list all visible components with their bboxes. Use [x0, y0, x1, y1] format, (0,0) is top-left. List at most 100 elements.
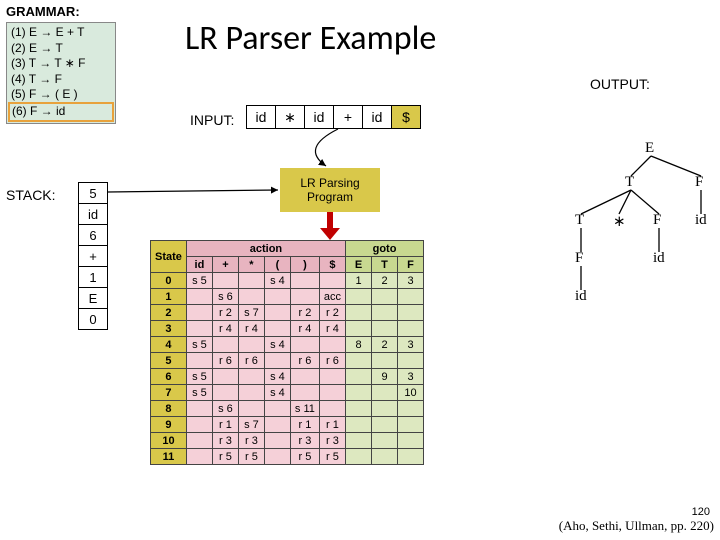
td-goto [372, 289, 398, 305]
td-goto [346, 353, 372, 369]
td-action: s 5 [186, 273, 212, 289]
td-state: 11 [151, 449, 187, 465]
td-goto [372, 401, 398, 417]
td-action [186, 353, 212, 369]
tree-node: id [575, 288, 587, 305]
td-action: r 5 [290, 449, 319, 465]
stack-cell: id [78, 203, 108, 225]
td-goto: 1 [346, 273, 372, 289]
input-label: INPUT: [190, 112, 234, 128]
th-col: F [398, 257, 424, 273]
td-action [186, 289, 212, 305]
input-cell: id [304, 105, 334, 129]
td-action: r 6 [319, 353, 345, 369]
td-action: s 4 [264, 385, 290, 401]
td-state: 5 [151, 353, 187, 369]
td-action [238, 401, 264, 417]
td-state: 2 [151, 305, 187, 321]
td-action [186, 305, 212, 321]
td-action: r 6 [212, 353, 238, 369]
td-action: r 4 [290, 321, 319, 337]
td-action [264, 449, 290, 465]
input-cell: id [362, 105, 392, 129]
th-col: + [212, 257, 238, 273]
td-goto [398, 401, 424, 417]
td-action: r 6 [290, 353, 319, 369]
td-action [264, 353, 290, 369]
td-state: 8 [151, 401, 187, 417]
td-goto: 3 [398, 337, 424, 353]
td-action [319, 369, 345, 385]
th-col: T [372, 257, 398, 273]
td-action: r 1 [319, 417, 345, 433]
td-action [290, 289, 319, 305]
td-action [238, 337, 264, 353]
td-goto [346, 305, 372, 321]
grammar-label: GRAMMAR: [6, 4, 80, 19]
tree-node: T [625, 174, 634, 191]
td-action [186, 401, 212, 417]
stack-cell: + [78, 245, 108, 267]
td-state: 6 [151, 369, 187, 385]
th-col: ( [264, 257, 290, 273]
td-action: s 4 [264, 369, 290, 385]
td-action: s 6 [212, 401, 238, 417]
input-tape: id∗id+id$ [246, 105, 421, 129]
stack-cell: 6 [78, 224, 108, 246]
td-action: r 2 [319, 305, 345, 321]
td-action: r 4 [212, 321, 238, 337]
tree-node: E [645, 140, 654, 157]
td-action: r 5 [238, 449, 264, 465]
td-goto [346, 369, 372, 385]
th-col: $ [319, 257, 345, 273]
td-action [319, 401, 345, 417]
td-action: r 6 [238, 353, 264, 369]
td-action: r 2 [290, 305, 319, 321]
td-action: s 4 [264, 337, 290, 353]
grammar-box: (1) E → E + T(2) E → T(3) T → T ∗ F(4) T… [6, 22, 116, 124]
td-goto: 3 [398, 369, 424, 385]
parse-tree: ETFT∗FidFidid [545, 140, 715, 340]
td-action: s 4 [264, 273, 290, 289]
grammar-rule: (1) E → E + T [11, 25, 111, 41]
grammar-rule: (4) T → F [11, 72, 111, 88]
grammar-rule: (5) F → ( E ) [11, 87, 111, 103]
page-title: LR Parser Example [185, 18, 436, 59]
td-goto [372, 321, 398, 337]
td-goto: 9 [372, 369, 398, 385]
td-action [264, 417, 290, 433]
td-action [264, 289, 290, 305]
tree-edges [545, 140, 715, 340]
tree-node: F [575, 250, 583, 267]
td-action [290, 385, 319, 401]
th-goto: goto [346, 241, 424, 257]
td-goto [398, 321, 424, 337]
td-goto [346, 417, 372, 433]
td-action [186, 449, 212, 465]
stack-cell: E [78, 287, 108, 309]
tree-node: id [695, 212, 707, 229]
td-goto [346, 321, 372, 337]
td-goto: 10 [398, 385, 424, 401]
td-action [186, 417, 212, 433]
td-goto [372, 449, 398, 465]
td-action [186, 433, 212, 449]
td-action: s 7 [238, 417, 264, 433]
td-action [212, 385, 238, 401]
td-action [290, 273, 319, 289]
input-cell: id [246, 105, 276, 129]
th-state: State [151, 241, 187, 273]
td-action [264, 305, 290, 321]
td-goto [372, 417, 398, 433]
td-action [238, 273, 264, 289]
tree-node: ∗ [613, 212, 626, 231]
th-col: E [346, 257, 372, 273]
td-action: r 3 [290, 433, 319, 449]
stack-column: 5id6+1E0 [78, 182, 108, 330]
td-goto [346, 385, 372, 401]
td-action: s 6 [212, 289, 238, 305]
td-goto [346, 433, 372, 449]
td-action: acc [319, 289, 345, 305]
page-number: 120 [692, 506, 710, 518]
td-action: s 5 [186, 369, 212, 385]
